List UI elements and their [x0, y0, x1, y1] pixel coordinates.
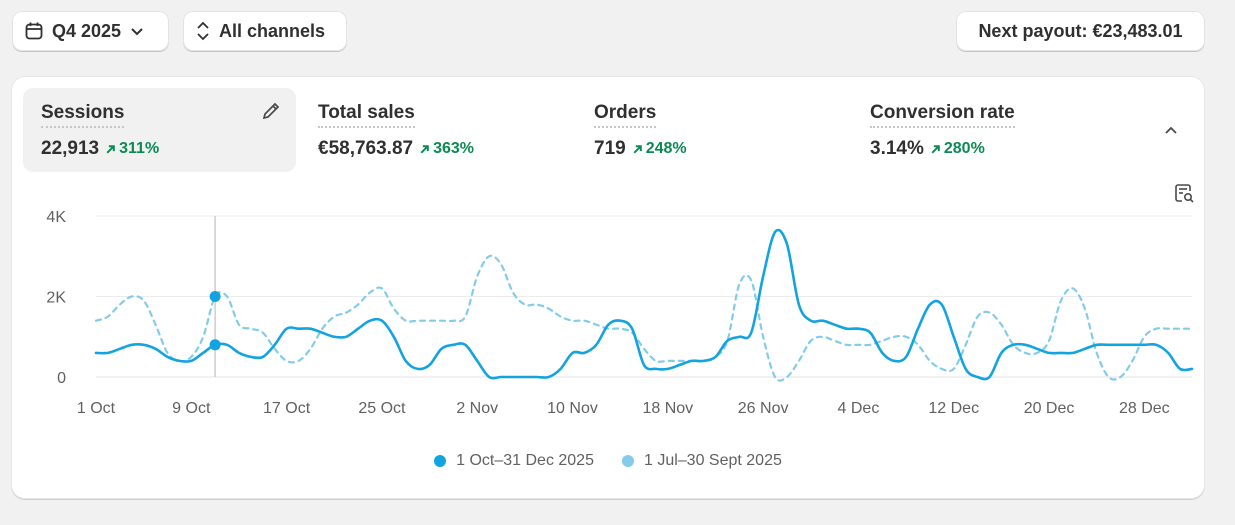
period-label: Q4 2025 [52, 20, 122, 41]
y-tick-label: 2K [46, 290, 66, 307]
x-tick-label: 26 Nov [738, 400, 789, 417]
analytics-card: Sessions 22,913 311% Total sales €58,763… [11, 76, 1205, 499]
metric-title: Total sales [318, 102, 415, 128]
x-tick-label: 25 Oct [358, 400, 406, 417]
x-tick-label: 9 Oct [172, 400, 211, 417]
metric-conversion-rate[interactable]: Conversion rate 3.14% 280% [852, 88, 1122, 172]
next-payout-button[interactable]: Next payout: €23,483.01 [956, 11, 1205, 51]
metric-total-sales[interactable]: Total sales €58,763.87 363% [300, 88, 570, 172]
metric-title: Conversion rate [870, 102, 1015, 128]
edit-icon[interactable] [260, 100, 282, 122]
legend-item-previous[interactable]: 1 Jul–30 Sept 2025 [621, 452, 782, 470]
metric-change: 363% [419, 140, 474, 158]
series-line-previous [94, 254, 1194, 382]
channels-label: All channels [219, 20, 326, 41]
legend-label: 1 Jul–30 Sept 2025 [643, 452, 782, 469]
series-line-current [94, 228, 1194, 381]
x-tick-label: 18 Nov [642, 400, 693, 417]
legend-item-current[interactable]: 1 Oct–31 Dec 2025 [434, 452, 594, 470]
arrow-up-right-icon [106, 144, 115, 154]
metric-change: 311% [105, 140, 159, 158]
x-tick-label: 1 Oct [77, 400, 116, 417]
metric-change: 248% [632, 140, 687, 158]
x-tick-label: 4 Dec [838, 400, 880, 417]
chevron-down-icon [131, 28, 143, 36]
metric-sessions[interactable]: Sessions 22,913 311% [23, 88, 296, 172]
legend-label: 1 Oct–31 Dec 2025 [456, 452, 594, 469]
metric-title: Orders [594, 102, 657, 128]
x-tick-label: 12 Dec [928, 400, 979, 417]
sort-icon [197, 21, 209, 41]
arrow-up-right-icon [931, 144, 940, 154]
calendar-icon [25, 22, 43, 40]
metric-value: €58,763.87 [318, 138, 414, 159]
sessions-line-chart[interactable]: 0 2K 4K 1 Oct 9 Oct 17 Oct 25 Oct 2 Nov 10 Nov 18… [11, 76, 1205, 436]
chart-legend: 1 Oct–31 Dec 2025 1 Jul–30 Sept 2025 [11, 452, 1205, 470]
payout-label: Next payout: €23,483.01 [978, 20, 1183, 41]
arrow-up-right-icon [420, 144, 429, 154]
x-tick-label: 17 Oct [263, 400, 311, 417]
metric-value: 22,913 [41, 138, 100, 159]
channels-selector-button[interactable]: All channels [183, 11, 347, 51]
hover-point-previous [209, 291, 221, 302]
y-tick-label: 0 [57, 370, 66, 387]
chart-search-icon[interactable] [1173, 182, 1195, 204]
legend-dot-current [434, 455, 447, 467]
toolbar: Q4 2025 All channels Next payout: €23,48… [12, 11, 1205, 51]
metric-orders[interactable]: Orders 719 248% [576, 88, 846, 172]
x-tick-label: 20 Dec [1024, 400, 1075, 417]
legend-dot-previous [621, 455, 634, 467]
y-tick-label: 4K [46, 209, 66, 226]
x-tick-label: 10 Nov [547, 400, 598, 417]
x-tick-label: 2 Nov [456, 400, 498, 417]
metric-change: 280% [930, 140, 985, 158]
chevron-up-icon[interactable] [1161, 120, 1181, 140]
metric-value: 719 [594, 138, 626, 159]
x-tick-label: 28 Dec [1119, 400, 1170, 417]
metric-value: 3.14% [870, 138, 924, 159]
period-selector-button[interactable]: Q4 2025 [12, 11, 169, 51]
hover-point-current [209, 339, 221, 351]
arrow-up-right-icon [633, 144, 642, 154]
metric-title: Sessions [41, 102, 125, 128]
